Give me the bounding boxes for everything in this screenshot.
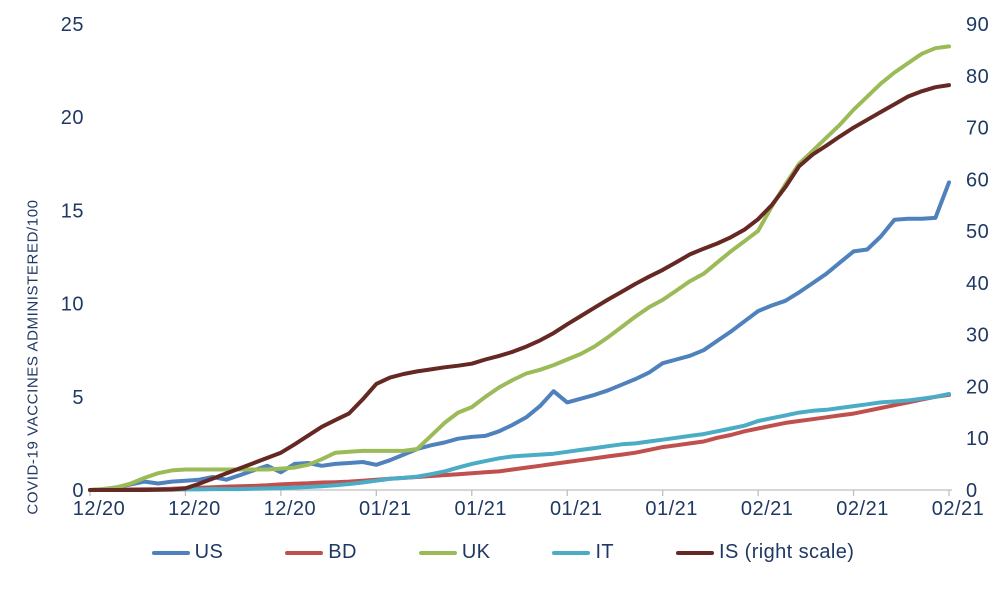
left-axis-tick-label: 0	[72, 480, 84, 502]
right-axis-tick-label: 80	[966, 66, 989, 88]
left-axis-tick-label: 10	[61, 294, 84, 316]
right-axis-tick-label: 30	[966, 325, 989, 347]
x-axis-tick-label: 01/21	[550, 498, 603, 520]
legend-label: UK	[461, 541, 491, 563]
left-axis-tick-label: 5	[72, 387, 84, 409]
legend-swatch	[676, 550, 715, 555]
series-line-US	[88, 180, 951, 492]
series-line-BD	[88, 392, 951, 492]
chart-legend: US BD UK IT IS (right scale)	[0, 541, 1006, 564]
legend-item-IT: IT	[552, 541, 614, 564]
right-axis-tick-label: 70	[966, 118, 989, 140]
left-axis-tick-label: 25	[61, 14, 84, 36]
legend-swatch	[151, 550, 190, 555]
x-axis-tick-label: 12/20	[168, 498, 221, 520]
series-line-IT	[88, 392, 951, 492]
y-axis-title: COVID-19 VACCINES ADMINISTERED/100	[24, 199, 42, 515]
x-axis-tick-label: 12/20	[73, 498, 126, 520]
legend-swatch	[285, 550, 324, 555]
x-axis-tick-label: 02/21	[741, 498, 794, 520]
left-axis-tick-label: 15	[61, 200, 84, 222]
right-axis-tick-label: 10	[966, 428, 989, 450]
right-axis-tick-label: 40	[966, 273, 989, 295]
legend-label: US	[194, 541, 224, 563]
left-axis-tick-label: 20	[61, 107, 84, 129]
legend-item-US: US	[151, 541, 224, 564]
legend-swatch	[418, 550, 457, 555]
x-axis-tick-label: 02/21	[836, 498, 889, 520]
x-axis-tick-label: 02/21	[932, 498, 985, 520]
x-axis-tick-label: 01/21	[454, 498, 507, 520]
right-axis-tick-label: 20	[966, 376, 989, 398]
series-line-IS	[88, 83, 951, 492]
legend-item-IS: IS (right scale)	[676, 541, 854, 564]
legend-item-UK: UK	[418, 541, 491, 564]
x-axis-tick-label: 01/21	[645, 498, 698, 520]
x-axis-tick-label: 12/20	[264, 498, 317, 520]
series-line-UK	[88, 44, 951, 492]
legend-label: IT	[595, 541, 615, 563]
x-axis-tick-label: 01/21	[359, 498, 412, 520]
legend-label: BD	[328, 541, 357, 563]
legend-label: IS (right scale)	[719, 541, 855, 563]
right-axis-tick-label: 0	[966, 480, 978, 502]
right-axis-tick-label: 60	[966, 169, 989, 191]
right-axis-tick-label: 90	[966, 14, 989, 36]
right-axis-tick-label: 50	[966, 221, 989, 243]
legend-item-BD: BD	[285, 541, 357, 564]
legend-swatch	[552, 550, 591, 555]
